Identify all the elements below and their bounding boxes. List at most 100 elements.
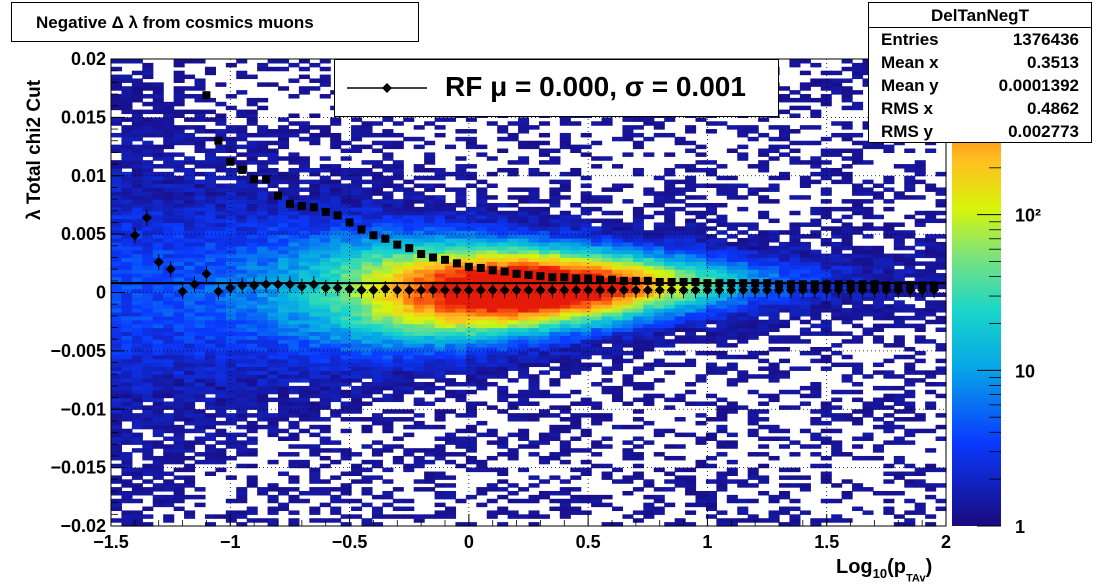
heatmap-cell <box>184 350 196 356</box>
heatmap-cell <box>518 245 530 251</box>
heatmap-cell <box>768 199 780 204</box>
heatmap-cell <box>361 417 373 422</box>
heatmap-cell <box>632 424 644 430</box>
heatmap-cell <box>653 273 665 278</box>
heatmap-cell <box>392 183 404 189</box>
heatmap-cell <box>194 191 206 196</box>
heatmap-cell <box>403 218 415 224</box>
heatmap-cell <box>570 487 582 492</box>
heatmap-cell <box>236 296 248 301</box>
heatmap-cell <box>382 257 394 262</box>
heatmap-cell <box>288 187 300 192</box>
heatmap-cell <box>685 148 697 153</box>
heatmap-cell <box>507 335 519 340</box>
heatmap-cell <box>622 440 634 445</box>
heatmap-cell <box>225 475 237 480</box>
heatmap-cell <box>152 202 164 208</box>
heatmap-cell <box>747 253 759 259</box>
heatmap-cell <box>163 436 175 441</box>
heatmap-cell <box>726 401 738 406</box>
heatmap-cell <box>194 417 206 422</box>
heatmap-cell <box>340 191 352 196</box>
heatmap-cell <box>413 315 425 321</box>
heatmap-cell <box>695 117 707 122</box>
heatmap-cell <box>445 222 457 227</box>
heatmap-cell <box>664 319 676 325</box>
heatmap-cell <box>497 238 509 243</box>
heatmap-cell <box>142 444 154 449</box>
heatmap-cell <box>580 339 592 344</box>
heatmap-cell <box>298 311 310 317</box>
heatmap-cell <box>705 296 717 301</box>
heatmap-cell <box>507 265 519 270</box>
heatmap-cell <box>278 199 290 204</box>
heatmap-cell <box>455 393 467 399</box>
heatmap-cell <box>330 171 342 177</box>
heatmap-cell <box>382 350 394 356</box>
heatmap-cell <box>507 452 519 457</box>
heatmap-cell <box>215 164 227 169</box>
heatmap-cell <box>121 304 133 309</box>
heatmap-cell <box>601 366 613 371</box>
heatmap-cell <box>361 234 373 239</box>
heatmap-cell <box>799 393 811 399</box>
heatmap-cell <box>267 343 279 348</box>
heatmap-cell <box>559 171 571 177</box>
heatmap-cell <box>288 366 300 371</box>
heatmap-cell <box>236 70 248 76</box>
heatmap-cell <box>664 308 676 313</box>
heatmap-cell <box>445 382 457 387</box>
heatmap-cell <box>319 214 331 220</box>
heatmap-cell <box>215 241 227 247</box>
heatmap-cell <box>267 506 279 512</box>
heatmap-cell <box>288 206 300 212</box>
heatmap-cell <box>392 218 404 224</box>
heatmap-cell <box>403 257 415 262</box>
heatmap-cell <box>111 385 123 391</box>
heatmap-cell <box>758 436 770 441</box>
heatmap-cell <box>309 393 321 399</box>
heatmap-cell <box>257 144 269 150</box>
heatmap-cell <box>632 409 644 414</box>
heatmap-cell <box>632 269 644 274</box>
heatmap-cell <box>194 160 206 165</box>
heatmap-cell <box>528 269 540 274</box>
heatmap-cell <box>246 405 258 410</box>
heatmap-cell <box>184 428 196 434</box>
heatmap-cell <box>476 432 488 438</box>
heatmap-cell <box>319 269 331 274</box>
heatmap-cell <box>319 265 331 270</box>
heatmap-cell <box>549 148 561 153</box>
heatmap-cell <box>111 101 123 107</box>
heatmap-cell <box>288 475 300 480</box>
heatmap-cell <box>445 490 457 496</box>
heatmap-cell <box>674 257 686 262</box>
heatmap-cell <box>737 506 749 512</box>
heatmap-cell <box>789 315 801 321</box>
heatmap-cell <box>497 296 509 301</box>
heatmap-cell <box>392 393 404 399</box>
heatmap-cell <box>246 436 258 441</box>
heatmap-cell <box>152 230 164 235</box>
heatmap-cell <box>622 401 634 406</box>
heatmap-cell <box>361 257 373 262</box>
heatmap-cell <box>371 273 383 278</box>
heatmap-cell <box>497 343 509 348</box>
heatmap-cell <box>664 292 676 297</box>
heatmap-cell <box>601 284 613 290</box>
heatmap-cell <box>371 350 383 356</box>
heatmap-cell <box>194 253 206 259</box>
heatmap-cell <box>298 245 310 251</box>
heatmap-cell <box>528 265 540 270</box>
heatmap-cell <box>278 335 290 340</box>
heatmap-cell <box>445 214 457 220</box>
heatmap-cell <box>424 382 436 387</box>
heatmap-cell <box>726 459 738 465</box>
heatmap-cell <box>194 393 206 399</box>
heatmap-cell <box>434 261 446 266</box>
heatmap-cell <box>194 144 206 150</box>
heatmap-cell <box>278 241 290 247</box>
heatmap-cell <box>204 191 216 196</box>
heatmap-cell <box>580 498 592 504</box>
heatmap-cell <box>152 483 164 488</box>
